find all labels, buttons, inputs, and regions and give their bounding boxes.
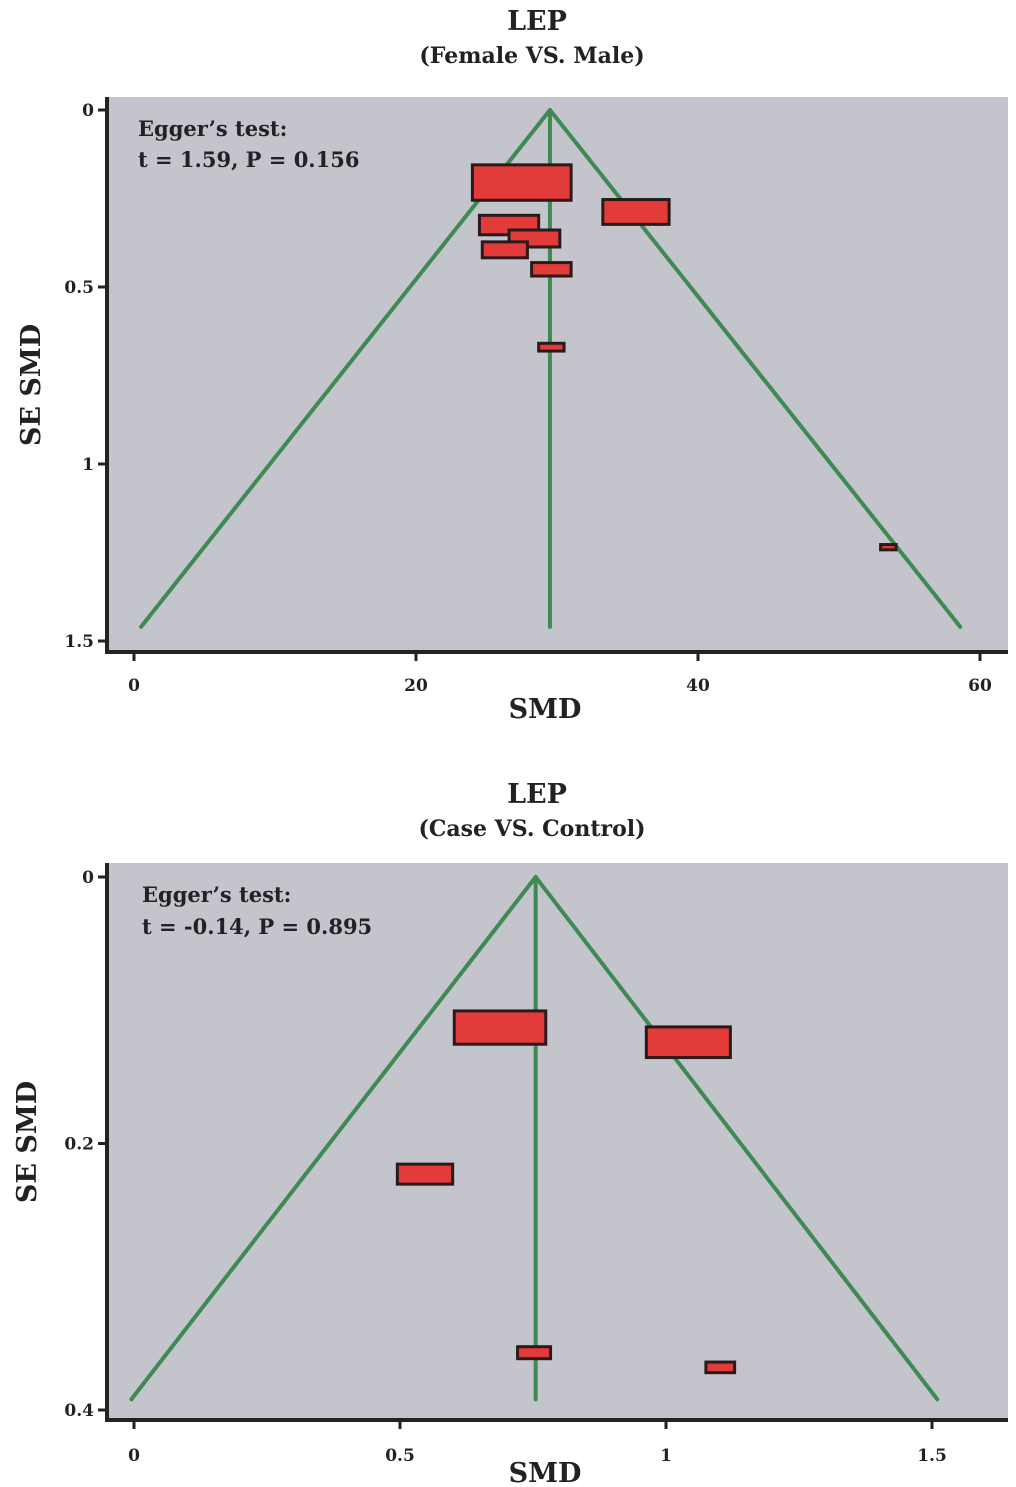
study-marker-1	[644, 1025, 732, 1060]
study-marker-6	[537, 341, 566, 353]
y-tick-label: 0.4	[64, 1401, 94, 1421]
chart-subtitle: (Female VS. Male)	[419, 43, 644, 69]
plot-area	[107, 863, 1008, 1420]
funnel-plot-case-vs-control: 0 0.2 0.4 0 0.5 1 1.5 LEP (Case VS. Control) SMD S…	[12, 779, 1008, 1487]
chart-title: LEP	[507, 6, 567, 37]
chart-title: LEP	[507, 779, 567, 810]
chart-subtitle: (Case VS. Control)	[418, 816, 645, 842]
x-tick-label: 1.5	[917, 1446, 947, 1466]
study-marker-1	[601, 198, 671, 226]
y-axis-label: SE SMD	[12, 1081, 43, 1203]
y-tick-label: 0.5	[64, 278, 94, 298]
study-marker-4	[480, 240, 529, 260]
y-tick-label: 0	[82, 101, 94, 121]
egger-test-annotation: t = 1.59, P = 0.156	[138, 147, 359, 172]
funnel-right-limit	[533, 875, 940, 1402]
funnel-right-limit	[547, 108, 963, 629]
y-tick-label: 0.2	[64, 1135, 94, 1155]
egger-test-annotation: Egger’s test:	[142, 882, 291, 907]
egger-test-annotation: Egger’s test:	[138, 116, 287, 141]
x-tick-label: 0	[128, 676, 140, 696]
x-tick-label: 0	[128, 1446, 140, 1466]
funnel-left-limit	[129, 875, 538, 1402]
y-tick-label: 0	[82, 868, 94, 888]
x-tick-label: 60	[968, 676, 992, 696]
x-tick-label: 1	[660, 1446, 672, 1466]
y-tick-label: 1.5	[64, 632, 94, 652]
study-marker-0	[452, 1009, 548, 1046]
x-tick-label: 0.5	[385, 1446, 415, 1466]
y-tick-label: 1	[82, 455, 94, 475]
x-tick-label: 40	[686, 676, 710, 696]
study-marker-2	[395, 1162, 455, 1186]
funnel-plot-female-vs-male: 0 0.5 1 1.5 0 20 40 60 LEP (Female VS. Male) SMD SE…	[16, 6, 1008, 725]
study-marker-4	[704, 1360, 737, 1375]
study-marker-5	[530, 261, 573, 278]
study-marker-3	[516, 1345, 553, 1361]
x-tick-label: 20	[404, 676, 428, 696]
x-axis-label: SMD	[509, 1458, 582, 1487]
x-axis-label: SMD	[509, 694, 582, 725]
study-marker-7	[879, 543, 898, 552]
study-marker-0	[470, 163, 573, 202]
y-axis-label: SE SMD	[16, 324, 47, 446]
egger-test-annotation: t = -0.14, P = 0.895	[142, 914, 372, 939]
